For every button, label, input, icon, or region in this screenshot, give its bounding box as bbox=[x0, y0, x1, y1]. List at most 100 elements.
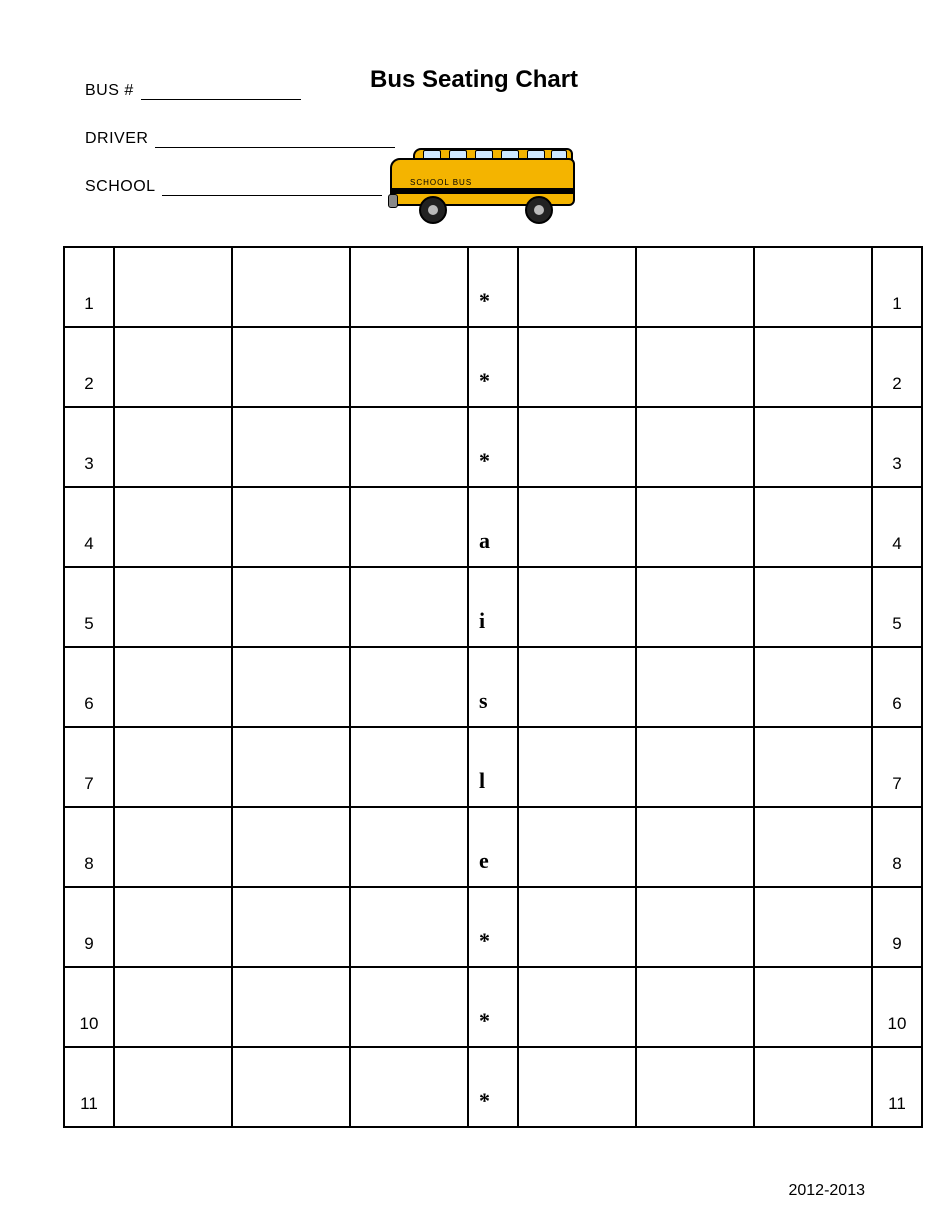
aisle-cell: l bbox=[468, 727, 518, 807]
driver-blank[interactable] bbox=[155, 133, 395, 148]
seat-cell[interactable] bbox=[232, 407, 350, 487]
seat-cell[interactable] bbox=[350, 887, 468, 967]
school-bus-icon: SCHOOL BUS bbox=[385, 150, 585, 230]
seat-cell[interactable] bbox=[350, 727, 468, 807]
seat-cell[interactable] bbox=[232, 567, 350, 647]
seat-cell[interactable] bbox=[114, 327, 232, 407]
seat-cell[interactable] bbox=[754, 967, 872, 1047]
seat-cell[interactable] bbox=[350, 967, 468, 1047]
seat-cell[interactable] bbox=[350, 647, 468, 727]
aisle-cell: * bbox=[468, 887, 518, 967]
seat-cell[interactable] bbox=[114, 647, 232, 727]
table-row: 1 * 1 bbox=[64, 247, 922, 327]
row-number: 9 bbox=[64, 887, 114, 967]
seat-cell[interactable] bbox=[518, 727, 636, 807]
aisle-cell: * bbox=[468, 407, 518, 487]
seat-cell[interactable] bbox=[754, 327, 872, 407]
seat-cell[interactable] bbox=[518, 567, 636, 647]
row-number: 6 bbox=[872, 647, 922, 727]
seat-cell[interactable] bbox=[350, 807, 468, 887]
seat-cell[interactable] bbox=[518, 247, 636, 327]
seat-cell[interactable] bbox=[350, 487, 468, 567]
wheel-icon bbox=[525, 196, 553, 224]
seating-grid-body: 1*12*23*34a45i56s67l78e89*910*1011*11 bbox=[64, 247, 922, 1127]
seat-cell[interactable] bbox=[232, 247, 350, 327]
seat-cell[interactable] bbox=[636, 487, 754, 567]
seat-cell[interactable] bbox=[232, 727, 350, 807]
seat-cell[interactable] bbox=[518, 1047, 636, 1127]
school-blank[interactable] bbox=[162, 181, 382, 196]
seat-cell[interactable] bbox=[232, 327, 350, 407]
row-number: 3 bbox=[64, 407, 114, 487]
row-number: 10 bbox=[872, 967, 922, 1047]
row-number: 11 bbox=[872, 1047, 922, 1127]
aisle-cell: i bbox=[468, 567, 518, 647]
seat-cell[interactable] bbox=[232, 1047, 350, 1127]
seat-cell[interactable] bbox=[350, 567, 468, 647]
seat-cell[interactable] bbox=[754, 807, 872, 887]
school-field: SCHOOL bbox=[85, 178, 382, 196]
aisle-cell: * bbox=[468, 967, 518, 1047]
seat-cell[interactable] bbox=[114, 807, 232, 887]
seat-cell[interactable] bbox=[232, 487, 350, 567]
bus-bumper bbox=[388, 194, 398, 208]
table-row: 10*10 bbox=[64, 967, 922, 1047]
seat-cell[interactable] bbox=[636, 1047, 754, 1127]
seat-cell[interactable] bbox=[114, 487, 232, 567]
seat-cell[interactable] bbox=[232, 967, 350, 1047]
seat-cell[interactable] bbox=[518, 807, 636, 887]
seat-cell[interactable] bbox=[518, 647, 636, 727]
row-number: 7 bbox=[64, 727, 114, 807]
seat-cell[interactable] bbox=[754, 727, 872, 807]
seat-cell[interactable] bbox=[754, 647, 872, 727]
seat-cell[interactable] bbox=[114, 407, 232, 487]
seat-cell[interactable] bbox=[232, 887, 350, 967]
bus-number-blank[interactable] bbox=[141, 85, 301, 100]
seat-cell[interactable] bbox=[350, 407, 468, 487]
aisle-cell: * bbox=[468, 247, 518, 327]
seat-cell[interactable] bbox=[114, 727, 232, 807]
seat-cell[interactable] bbox=[232, 807, 350, 887]
row-number: 5 bbox=[64, 567, 114, 647]
seat-cell[interactable] bbox=[350, 327, 468, 407]
seat-cell[interactable] bbox=[754, 487, 872, 567]
seat-cell[interactable] bbox=[754, 1047, 872, 1127]
seat-cell[interactable] bbox=[350, 1047, 468, 1127]
seat-cell[interactable] bbox=[518, 967, 636, 1047]
seat-cell[interactable] bbox=[518, 407, 636, 487]
page: Bus Seating Chart BUS # DRIVER SCHOOL SC… bbox=[0, 0, 950, 1230]
seat-cell[interactable] bbox=[636, 807, 754, 887]
seat-cell[interactable] bbox=[636, 727, 754, 807]
row-number: 8 bbox=[872, 807, 922, 887]
row-number: 1 bbox=[64, 247, 114, 327]
seat-cell[interactable] bbox=[636, 247, 754, 327]
seat-cell[interactable] bbox=[636, 647, 754, 727]
seat-cell[interactable] bbox=[518, 487, 636, 567]
table-row: 11*11 bbox=[64, 1047, 922, 1127]
seat-cell[interactable] bbox=[350, 247, 468, 327]
seat-cell[interactable] bbox=[636, 567, 754, 647]
seat-cell[interactable] bbox=[636, 967, 754, 1047]
seat-cell[interactable] bbox=[636, 327, 754, 407]
seat-cell[interactable] bbox=[114, 247, 232, 327]
seat-cell[interactable] bbox=[754, 567, 872, 647]
table-row: 9*9 bbox=[64, 887, 922, 967]
seat-cell[interactable] bbox=[114, 887, 232, 967]
row-number: 4 bbox=[872, 487, 922, 567]
seat-cell[interactable] bbox=[754, 407, 872, 487]
aisle-cell: a bbox=[468, 487, 518, 567]
seat-cell[interactable] bbox=[754, 887, 872, 967]
page-title: Bus Seating Chart bbox=[370, 66, 578, 94]
seat-cell[interactable] bbox=[232, 647, 350, 727]
row-number: 1 bbox=[872, 247, 922, 327]
seat-cell[interactable] bbox=[518, 887, 636, 967]
seat-cell[interactable] bbox=[518, 327, 636, 407]
seat-cell[interactable] bbox=[114, 567, 232, 647]
seat-cell[interactable] bbox=[114, 967, 232, 1047]
seat-cell[interactable] bbox=[114, 1047, 232, 1127]
seat-cell[interactable] bbox=[636, 887, 754, 967]
bus-number-field: BUS # bbox=[85, 82, 301, 100]
bus-text: SCHOOL BUS bbox=[410, 178, 472, 187]
seat-cell[interactable] bbox=[636, 407, 754, 487]
seat-cell[interactable] bbox=[754, 247, 872, 327]
